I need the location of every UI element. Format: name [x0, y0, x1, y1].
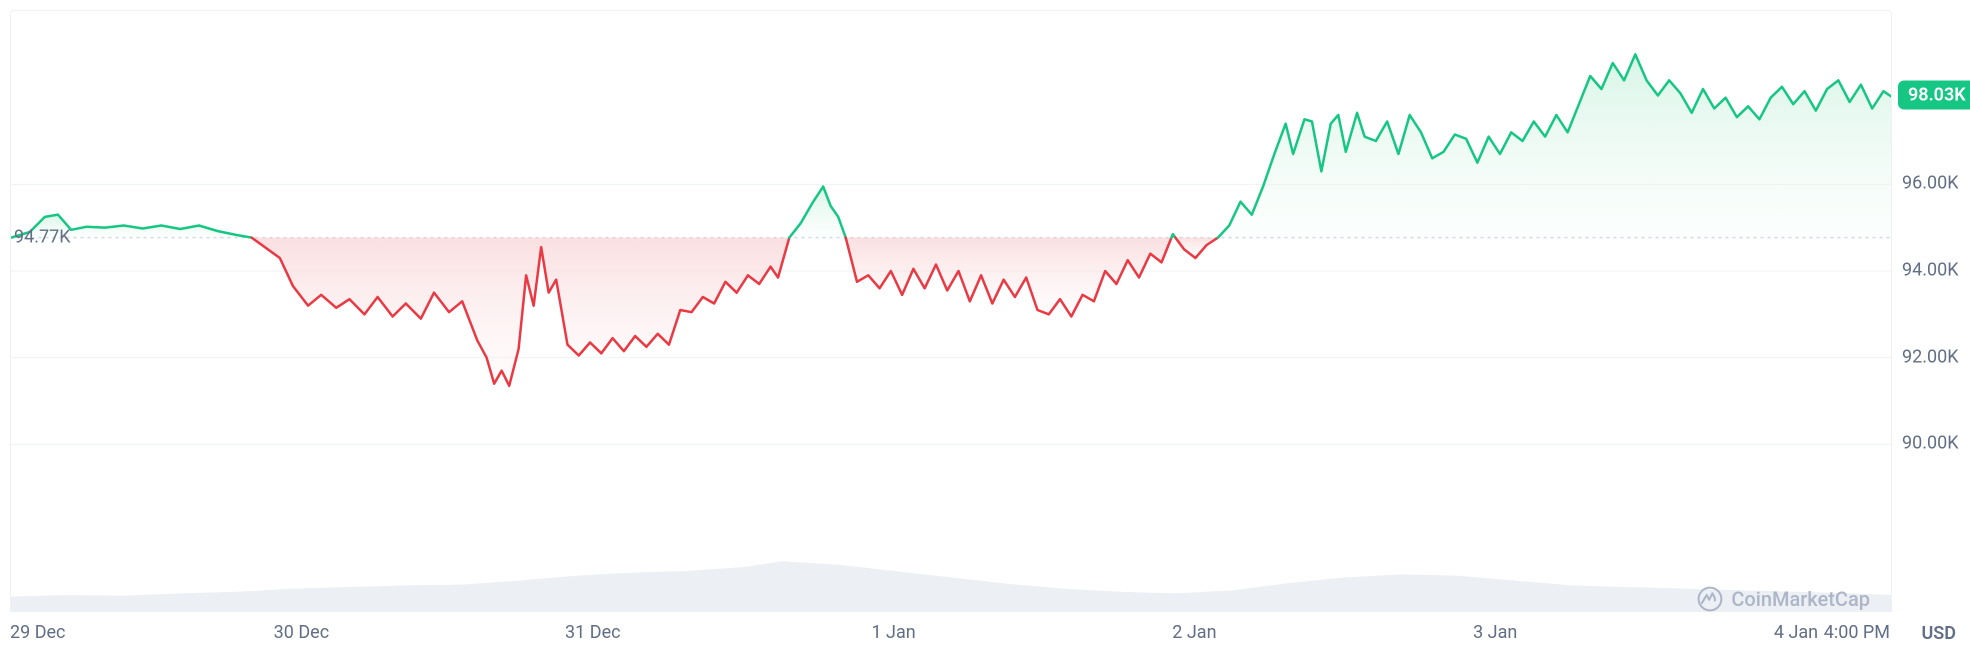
coinmarketcap-logo-icon — [1697, 586, 1723, 612]
x-tick-label: 2 Jan — [1172, 622, 1216, 643]
x-tick-label: 30 Dec — [274, 622, 329, 643]
x-tick-label: 29 Dec — [10, 622, 65, 643]
watermark-text: CoinMarketCap — [1731, 587, 1870, 611]
price-chart-container: 90.00K 92.00K 94.00K 96.00K 29 Dec 30 Dec 31 … — [0, 0, 1970, 652]
y-tick-label: 90.00K — [1902, 433, 1959, 454]
current-price-badge: 98.03K — [1898, 81, 1970, 110]
watermark: CoinMarketCap — [1697, 586, 1870, 612]
y-tick-label: 92.00K — [1902, 346, 1959, 367]
start-price-label: 94.77K — [14, 226, 71, 247]
x-tick-label: 1 Jan — [871, 622, 915, 643]
y-tick-label: 96.00K — [1902, 173, 1959, 194]
x-tick-label: 3 Jan — [1473, 622, 1517, 643]
x-tick-label: 31 Dec — [565, 622, 620, 643]
chart-plot-area[interactable] — [10, 10, 1892, 612]
chart-svg — [11, 11, 1891, 611]
y-tick-label: 94.00K — [1902, 260, 1959, 281]
currency-label: USD — [1921, 623, 1956, 644]
x-tick-label: 4:00 PM — [1824, 622, 1890, 643]
x-tick-label: 4 Jan — [1774, 622, 1818, 643]
